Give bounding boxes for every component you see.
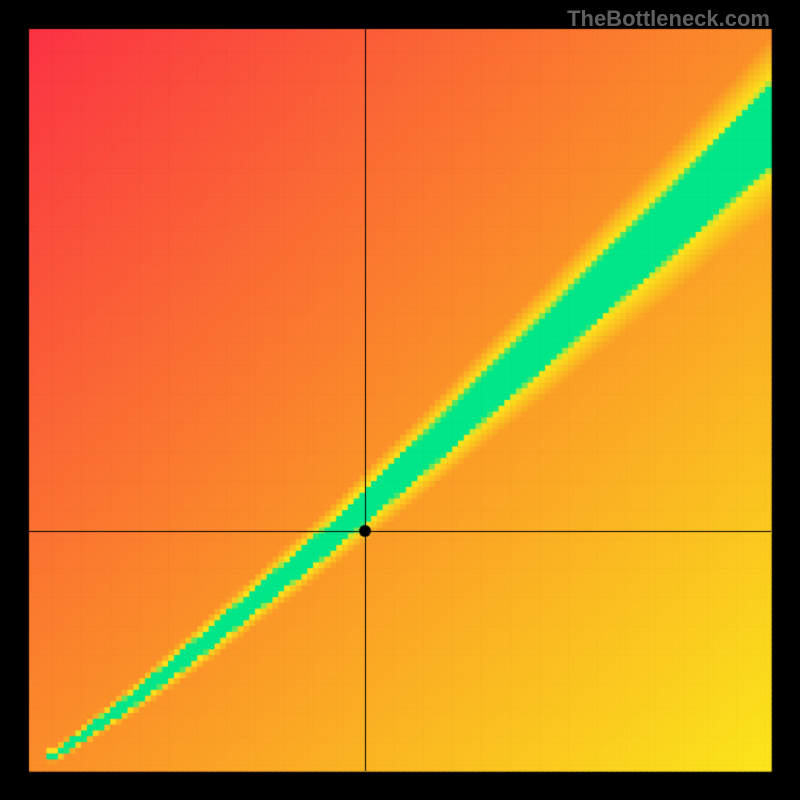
attribution-text: TheBottleneck.com [567,6,770,32]
chart-container: TheBottleneck.com [0,0,800,800]
heatmap-canvas [0,0,800,800]
